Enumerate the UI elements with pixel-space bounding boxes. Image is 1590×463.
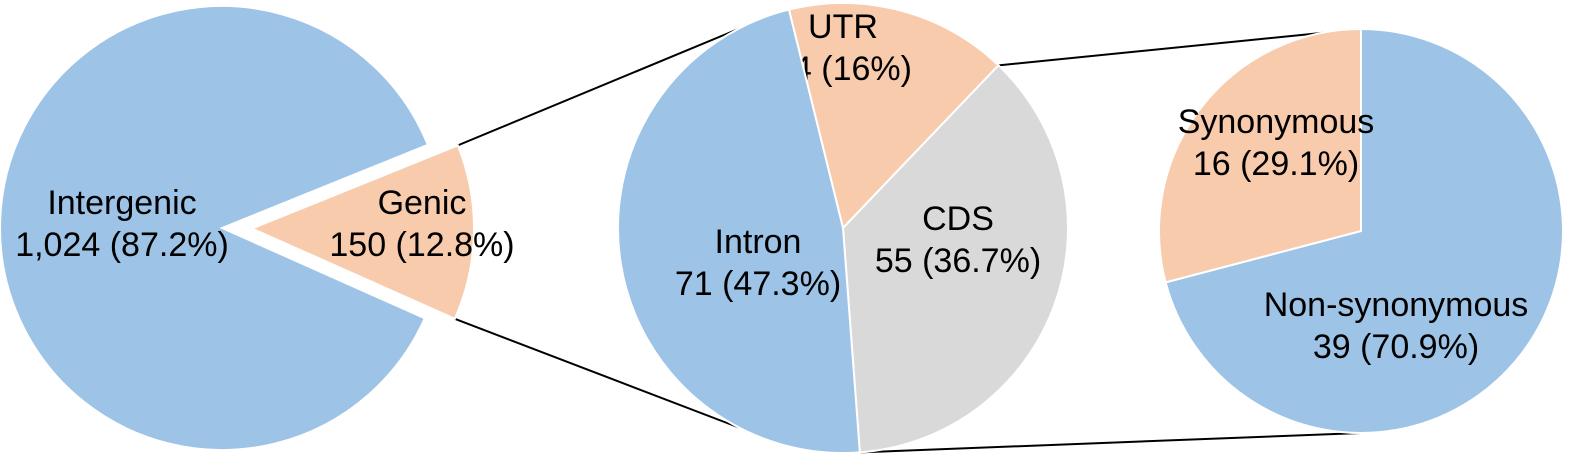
slice-genic (249, 144, 475, 321)
label-synonymous-value: 16 (29.1%) (1193, 145, 1359, 183)
label-intergenic-name: Intergenic (47, 184, 196, 222)
label-synonymous-name: Synonymous (1178, 103, 1375, 141)
label-utr-name: UTR (808, 8, 878, 46)
pie-genomic-region: Intergenic 1,024 (87.2%) Genic 150 (12.8%) (0, 5, 515, 451)
label-cds-value: 55 (36.7%) (875, 242, 1041, 280)
connector-cds-top (998, 28, 1362, 67)
slice-non-synonymous (1164, 27, 1564, 434)
label-intron-name: Intron (715, 223, 802, 261)
label-genic-value: 150 (12.8%) (329, 226, 514, 264)
connector-genic-bottom (454, 317, 749, 432)
slice-cds (841, 63, 1069, 454)
connector-cds-bottom (859, 432, 1362, 454)
pie-cds-breakdown: Non-synonymous 39 (70.9%) Synonymous 16 (29… (1158, 27, 1564, 434)
slice-utr (787, 2, 1000, 231)
slice-intron (616, 8, 861, 454)
connector-lines (454, 24, 1362, 454)
label-non-synonymous-value: 39 (70.9%) (1313, 328, 1479, 366)
connector-genic-top (457, 24, 749, 147)
slice-intergenic (0, 5, 430, 451)
label-non-synonymous-name: Non-synonymous (1264, 286, 1529, 324)
label-cds-name: CDS (922, 200, 994, 238)
label-genic-name: Genic (378, 184, 467, 222)
slice-synonymous (1158, 27, 1362, 284)
label-intergenic-value: 1,024 (87.2%) (15, 226, 229, 264)
label-intron-value: 71 (47.3%) (675, 265, 841, 303)
